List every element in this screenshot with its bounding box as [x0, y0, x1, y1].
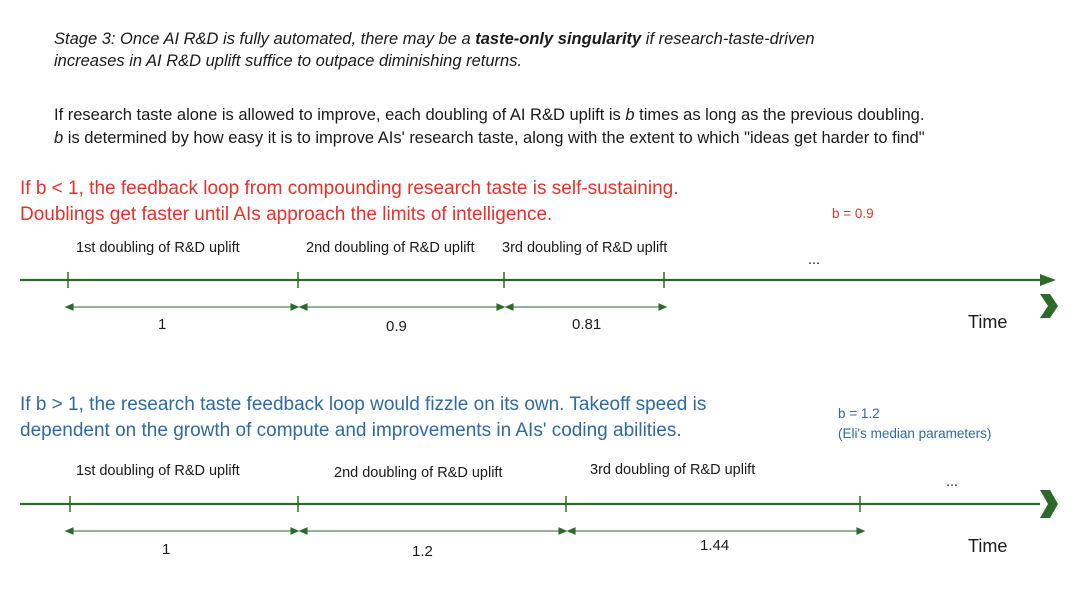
stage-bold-term: taste-only singularity [475, 30, 642, 48]
low-time-label: Time [968, 312, 1008, 332]
low-time-arrow-icon [1040, 294, 1058, 318]
high-span-3-left-arrow [566, 527, 576, 535]
high-b-value: b = 1.2 [838, 406, 880, 421]
low-ellipsis: ... [808, 252, 821, 268]
high-ellipsis: ... [946, 474, 959, 490]
low-b-heading: If b < 1, the feedback loop from compoun… [20, 178, 679, 225]
low-duration-1: 1 [158, 316, 167, 333]
low-doubling-label-1: 1st doubling of R&D uplift [76, 240, 240, 256]
explanation-line-1: If research taste alone is allowed to im… [54, 106, 925, 124]
low-span-2-left-arrow [298, 303, 308, 311]
high-timeline [20, 490, 1058, 535]
low-doubling-label-2: 2nd doubling of R&D uplift [306, 240, 475, 256]
low-span-3-right-arrow [658, 303, 668, 311]
high-doubling-label-3: 3rd doubling of R&D uplift [590, 462, 756, 478]
low-span-2-right-arrow [496, 303, 506, 311]
high-b-heading: If b > 1, the research taste feedback lo… [20, 394, 707, 441]
high-duration-1: 1 [162, 541, 171, 558]
low-b-value: b = 0.9 [832, 206, 874, 221]
stage-description: Stage 3: Once AI R&D is fully automated,… [54, 28, 815, 72]
high-duration-3: 1.44 [700, 537, 730, 554]
explanation-paragraph: If research taste alone is allowed to im… [54, 104, 925, 150]
low-timeline [20, 272, 1056, 311]
high-time-label: Time [968, 536, 1008, 556]
low-doubling-label-3: 3rd doubling of R&D uplift [502, 240, 668, 256]
high-span-2-right-arrow [558, 527, 568, 535]
high-duration-2: 1.2 [412, 543, 433, 560]
stage-line-2: increases in AI R&D uplift suffice to ou… [54, 52, 523, 70]
high-span-3-right-arrow [856, 527, 866, 535]
high-b-value-block: b = 1.2 (Eli's median parameters) [838, 404, 991, 444]
low-end-arrow [1040, 294, 1058, 318]
high-b-note: (Eli's median parameters) [838, 426, 992, 441]
low-span-1-left-arrow [64, 303, 74, 311]
explanation-line-2: b is determined by how easy it is to imp… [54, 129, 925, 147]
high-span-1-right-arrow [290, 527, 300, 535]
low-axis-arrowhead [1040, 274, 1056, 286]
low-span-1-right-arrow [290, 303, 300, 311]
low-duration-3: 0.81 [572, 316, 602, 333]
high-time-arrow-icon [1040, 490, 1058, 518]
stage-line-1: Stage 3: Once AI R&D is fully automated,… [54, 30, 815, 48]
high-doubling-label-2: 2nd doubling of R&D uplift [334, 465, 503, 481]
low-duration-2: 0.9 [386, 318, 407, 335]
low-span-3-left-arrow [504, 303, 514, 311]
high-span-2-left-arrow [298, 527, 308, 535]
high-doubling-label-1: 1st doubling of R&D uplift [76, 463, 240, 479]
high-span-1-left-arrow [64, 527, 74, 535]
